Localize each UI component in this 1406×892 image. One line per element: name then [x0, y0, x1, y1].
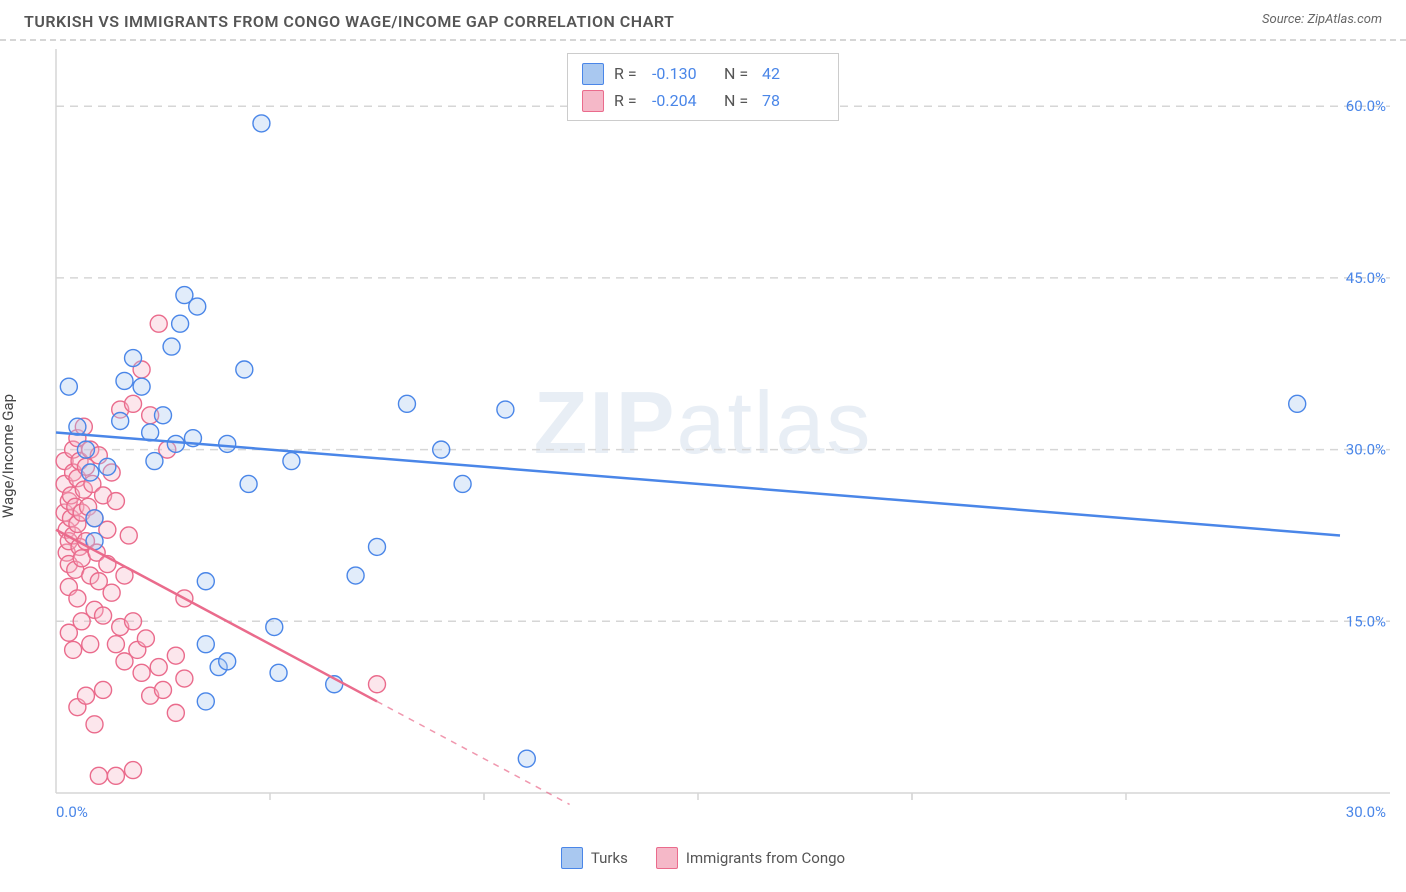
correlation-legend: R = -0.130 N = 42 R = -0.204 N = 78 [567, 53, 839, 121]
swatch-icon [561, 847, 583, 869]
svg-text:30.0%: 30.0% [1346, 803, 1386, 821]
chart-title: TURKISH VS IMMIGRANTS FROM CONGO WAGE/IN… [24, 12, 674, 31]
svg-text:60.0%: 60.0% [1346, 97, 1386, 115]
swatch-icon [582, 63, 604, 85]
svg-text:15.0%: 15.0% [1346, 612, 1386, 630]
y-axis-label: Wage/Income Gap [0, 394, 17, 518]
svg-text:45.0%: 45.0% [1346, 269, 1386, 287]
correlation-row-congo: R = -0.204 N = 78 [582, 87, 824, 114]
scatter-plot: 15.0% 30.0% 45.0% 60.0% 0.0% 30.0% [50, 41, 1390, 831]
chart-source: Source: ZipAtlas.com [1262, 12, 1382, 27]
legend-item-congo: Immigrants from Congo [656, 847, 845, 869]
series-legend: Turks Immigrants from Congo [0, 847, 1406, 869]
swatch-icon [656, 847, 678, 869]
svg-text:0.0%: 0.0% [56, 803, 88, 821]
swatch-icon [582, 90, 604, 112]
chart-area: Wage/Income Gap ZIPatlas 15.0%30.0%45.0%… [0, 41, 1406, 871]
svg-text:30.0%: 30.0% [1346, 441, 1386, 459]
legend-item-turks: Turks [561, 847, 628, 869]
chart-header: TURKISH VS IMMIGRANTS FROM CONGO WAGE/IN… [0, 0, 1406, 41]
correlation-row-turks: R = -0.130 N = 42 [582, 60, 824, 87]
